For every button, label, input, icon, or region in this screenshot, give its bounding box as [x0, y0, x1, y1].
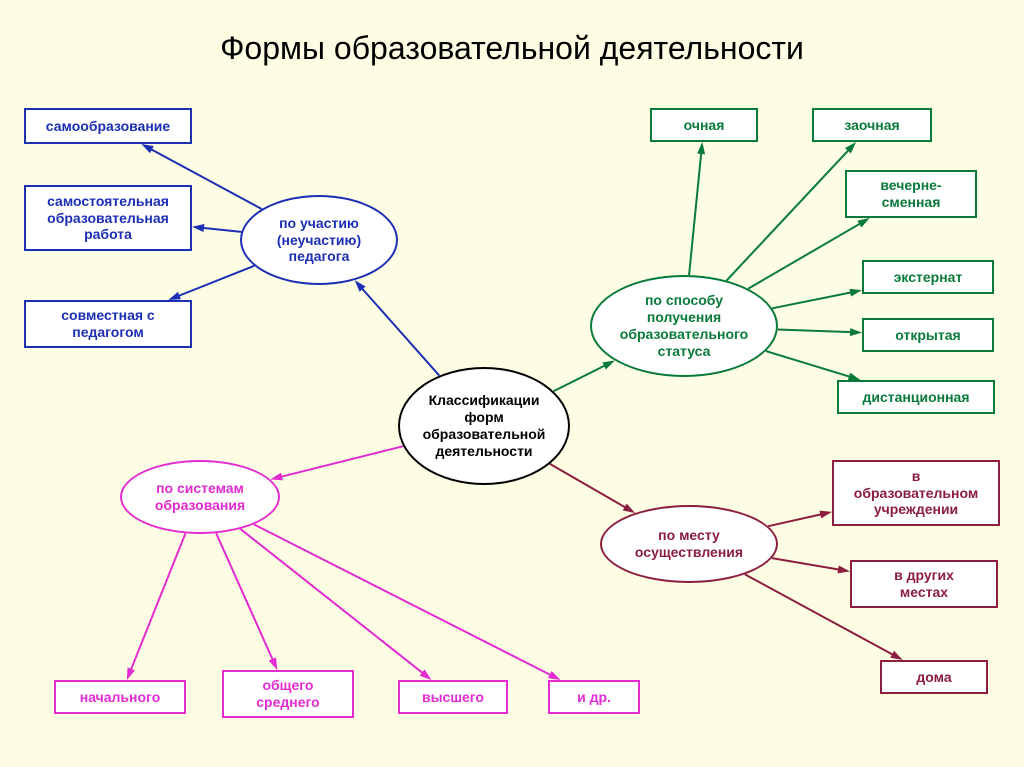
node-g6: дистанционная: [837, 380, 995, 414]
node-b3: совместная спедагогом: [24, 300, 192, 348]
node-m1: начального: [54, 680, 186, 714]
node-g3: вечерне-сменная: [845, 170, 977, 218]
node-m4: и др.: [548, 680, 640, 714]
node-r2: в другихместах: [850, 560, 998, 608]
node-r3: дома: [880, 660, 988, 694]
node-hub_blue: по участию(неучастию)педагога: [240, 195, 398, 285]
node-hub_maroon: по местуосуществления: [600, 505, 778, 583]
node-hub_green: по способуполученияобразовательногостату…: [590, 275, 778, 377]
node-g1: очная: [650, 108, 758, 142]
diagram-title: Формы образовательной деятельности: [0, 30, 1024, 67]
node-m3: высшего: [398, 680, 508, 714]
node-g2: заочная: [812, 108, 932, 142]
node-m2: общегосреднего: [222, 670, 354, 718]
node-center: Классификацииформобразовательнойдеятельн…: [398, 367, 570, 485]
node-hub_magenta: по системамобразования: [120, 460, 280, 534]
node-g5: открытая: [862, 318, 994, 352]
node-b2: самостоятельнаяобразовательнаяработа: [24, 185, 192, 251]
node-g4: экстернат: [862, 260, 994, 294]
node-r1: вобразовательномучреждении: [832, 460, 1000, 526]
node-b1: самообразование: [24, 108, 192, 144]
